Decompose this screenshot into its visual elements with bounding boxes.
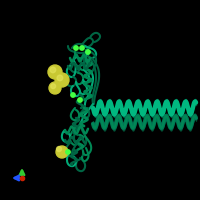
- Circle shape: [51, 84, 56, 89]
- Circle shape: [86, 50, 90, 54]
- Circle shape: [53, 70, 60, 77]
- Circle shape: [49, 82, 61, 94]
- Circle shape: [48, 65, 62, 79]
- Circle shape: [53, 86, 59, 92]
- Circle shape: [56, 146, 68, 158]
- Circle shape: [55, 73, 69, 87]
- Circle shape: [66, 150, 70, 154]
- Circle shape: [60, 78, 67, 85]
- Circle shape: [71, 93, 75, 97]
- Circle shape: [57, 75, 63, 81]
- Circle shape: [74, 46, 78, 50]
- Circle shape: [80, 46, 84, 50]
- Circle shape: [50, 67, 56, 73]
- Circle shape: [78, 98, 82, 102]
- Circle shape: [57, 146, 62, 152]
